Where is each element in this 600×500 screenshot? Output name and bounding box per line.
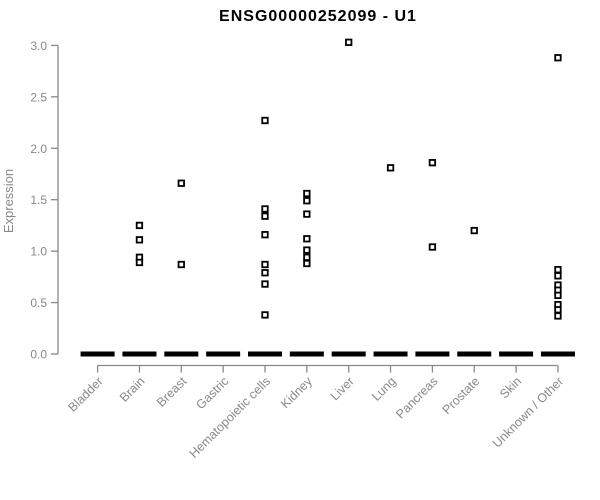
data-point: [428, 159, 437, 167]
data-point: [261, 116, 269, 125]
zero-cluster-bar: [164, 351, 199, 357]
data-point: [470, 226, 478, 235]
data-point: [303, 253, 311, 261]
y-tick-label: 2.5: [30, 90, 47, 104]
data-point: [261, 269, 269, 277]
x-tick-label: Kidney: [278, 374, 315, 411]
data-point: [261, 311, 269, 319]
x-tick-label: Prostate: [440, 374, 483, 417]
data-point: [303, 197, 311, 205]
y-tick-label: 2.0: [30, 142, 47, 156]
data-point: [261, 280, 269, 288]
data-point: [345, 38, 353, 46]
data-point: [261, 212, 269, 220]
x-tick-label: Skin: [497, 374, 524, 401]
y-tick-label: 0.0: [30, 348, 47, 362]
x-tick-label: Lung: [369, 374, 399, 404]
x-tick-label: Gastric: [193, 374, 231, 412]
data-point: [386, 164, 395, 172]
zero-cluster-bar: [206, 351, 241, 357]
y-tick-label: 1.0: [30, 245, 47, 259]
data-point: [554, 306, 562, 314]
x-tick-label: Breast: [154, 374, 190, 410]
chart-title: ENSG00000252099 - U1: [219, 8, 417, 25]
zero-cluster-bar: [373, 351, 408, 357]
x-tick-label: Bladder: [65, 374, 105, 414]
data-point: [554, 54, 562, 62]
data-point: [135, 236, 144, 244]
zero-cluster-bar: [80, 351, 115, 357]
data-point: [261, 231, 269, 239]
data-point: [554, 265, 562, 274]
data-point: [554, 272, 562, 280]
x-tick-label: Pancreas: [393, 374, 440, 421]
data-point: [428, 243, 437, 251]
data-point: [303, 189, 311, 198]
zero-cluster-bar: [331, 351, 366, 357]
data-point: [303, 259, 311, 268]
zero-cluster-bar: [499, 351, 534, 357]
x-tick-label: Unknown / Other: [490, 374, 566, 450]
data-point: [261, 260, 269, 269]
data-point: [135, 258, 144, 267]
data-point: [554, 291, 562, 300]
zero-cluster-bar: [289, 351, 324, 357]
zero-cluster-bar: [415, 351, 450, 357]
data-point: [261, 205, 269, 213]
zero-cluster-bar: [122, 351, 157, 357]
x-tick-label: Liver: [328, 374, 357, 403]
data-point: [303, 210, 311, 218]
zero-cluster-bar: [540, 351, 575, 357]
zero-cluster-bar: [248, 351, 282, 357]
x-tick-label: Hematopoietic cells: [187, 374, 274, 461]
data-point: [135, 221, 144, 230]
data-point: [177, 260, 185, 269]
y-tick-label: 3.0: [30, 39, 47, 53]
y-tick-label: 1.5: [30, 193, 47, 207]
data-point: [554, 312, 562, 320]
y-tick-label: 0.5: [30, 296, 47, 310]
x-tick-label: Brain: [117, 374, 148, 405]
data-point: [303, 246, 311, 254]
data-point: [177, 179, 185, 187]
data-point: [303, 235, 311, 243]
zero-cluster-bar: [457, 351, 492, 357]
